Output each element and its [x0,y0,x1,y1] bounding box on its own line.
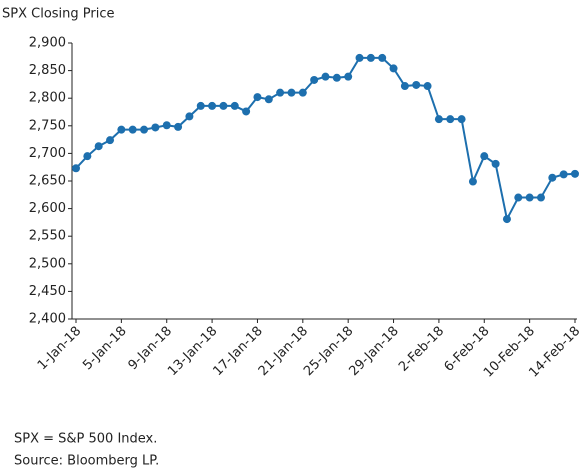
point [525,193,534,202]
point [208,101,217,110]
y-tick-label: 2,500 [29,256,66,271]
point [230,101,239,110]
point [128,125,137,134]
y-tick-label: 2,700 [29,146,66,161]
chart-title: SPX Closing Price [2,7,115,22]
point [287,88,296,97]
y-tick-label: 2,750 [29,118,66,133]
point [174,122,183,131]
x-tick-label: 29-Jan-18 [347,324,402,379]
point [480,152,489,161]
point [83,152,92,161]
y-tick-label: 2,900 [29,36,66,51]
point [72,164,80,173]
point [548,173,557,182]
point [446,115,455,124]
point [94,142,103,151]
point [423,82,432,91]
point [559,170,568,179]
point [355,53,364,62]
point [332,73,341,82]
y-tick-label: 2,600 [29,201,66,216]
point [151,123,160,132]
y-tick-label: 2,850 [29,63,66,78]
point [491,159,500,168]
point [434,115,443,124]
point [162,121,171,130]
point [502,215,511,224]
x-tick-label: 2-Feb-18 [396,324,447,375]
point [514,193,523,202]
point [412,80,421,89]
point [276,88,285,97]
point [242,107,251,116]
point [196,101,205,110]
point [219,101,228,110]
note: Source: Bloomberg LP. [14,454,159,469]
point [298,88,307,97]
y-tick-label: 2,800 [29,91,66,106]
note: SPX = S&P 500 Index. [14,432,157,447]
point [117,125,126,134]
point [140,125,149,134]
x-tick-label: 1-Jan-18 [35,324,84,373]
point [378,53,387,62]
point [536,193,545,202]
point [366,53,375,62]
point [400,82,409,91]
x-tick-label: 5-Jan-18 [80,324,129,373]
point [106,136,115,145]
point [321,72,330,81]
point [344,72,353,81]
point [264,95,273,104]
point [389,64,398,73]
y-tick-label: 2,450 [29,284,66,299]
y-tick-label: 2,550 [29,229,66,244]
point [457,115,466,124]
point [185,112,194,121]
line [75,56,576,223]
y-tick-label: 2,650 [29,174,66,189]
y-tick-label: 2,400 [29,312,66,327]
point [571,169,579,178]
point [310,75,319,84]
point [468,177,477,186]
point [253,93,262,102]
